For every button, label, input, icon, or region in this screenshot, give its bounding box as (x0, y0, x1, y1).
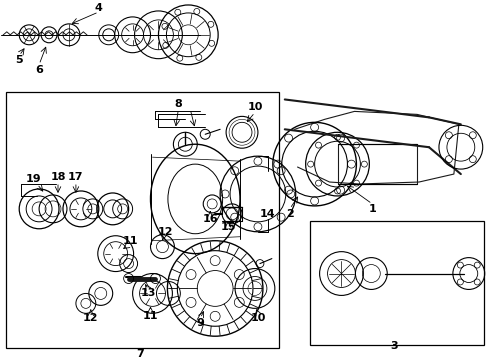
Bar (310, 221, 484, 345)
Text: 3: 3 (391, 341, 398, 351)
Text: 10: 10 (250, 313, 266, 323)
Text: 11: 11 (123, 236, 138, 246)
Text: 18: 18 (50, 172, 66, 182)
Text: 7: 7 (137, 349, 145, 359)
Text: 6: 6 (35, 65, 43, 75)
Text: 12: 12 (83, 313, 98, 323)
Text: 11: 11 (143, 311, 158, 321)
Text: 5: 5 (15, 55, 23, 65)
Bar (6, 91, 279, 348)
Text: 12: 12 (158, 227, 173, 237)
Text: 19: 19 (25, 174, 41, 184)
Text: 15: 15 (220, 222, 236, 232)
Text: 4: 4 (95, 3, 103, 13)
Text: 14: 14 (260, 209, 276, 219)
Text: 2: 2 (286, 209, 294, 219)
Text: 9: 9 (196, 318, 204, 328)
Bar (338, 144, 417, 184)
Text: 17: 17 (68, 172, 84, 182)
Text: 16: 16 (202, 214, 218, 224)
Text: 1: 1 (368, 204, 376, 214)
Text: 10: 10 (247, 103, 263, 112)
Text: 13: 13 (141, 288, 156, 298)
Text: 8: 8 (174, 99, 182, 109)
